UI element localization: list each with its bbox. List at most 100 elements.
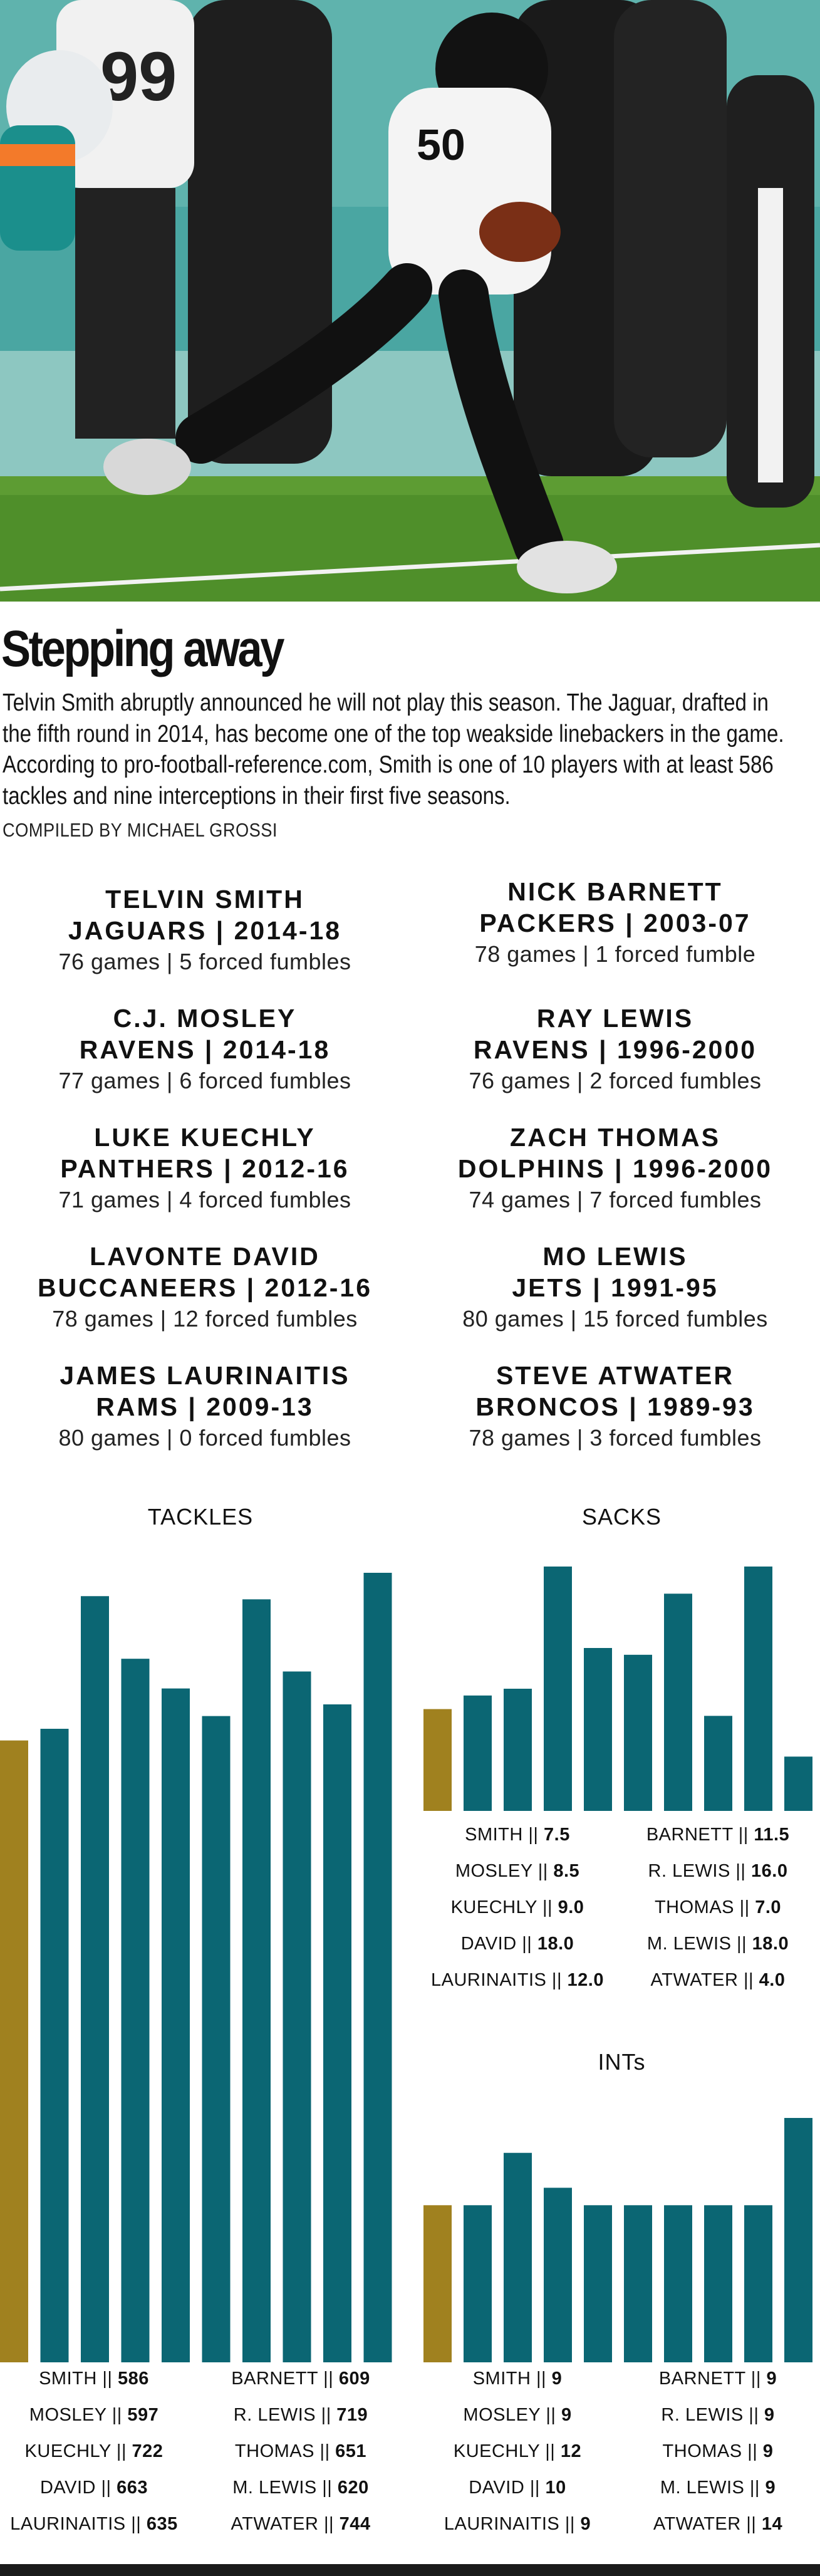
legend-entry: SMITH || 9 bbox=[423, 2369, 611, 2389]
legend-value: 8.5 bbox=[553, 1861, 580, 1881]
legend-entry: BARNETT || 9 bbox=[624, 2369, 812, 2389]
jersey-number: 50 bbox=[417, 120, 465, 169]
player-team: DOLPHINS | 1996-2000 bbox=[457, 1154, 773, 1183]
sacks-legend: SMITH || 7.5 MOSLEY || 8.5 KUECHLY || 9.0 D… bbox=[423, 1825, 820, 2013]
legend-separator: || bbox=[96, 2369, 118, 2389]
legend-player-name: LAURINAITIS bbox=[430, 1970, 547, 1990]
player-stats: 80 games | 15 forced fumbles bbox=[462, 1306, 768, 1332]
legend-value: 10 bbox=[545, 2478, 566, 2498]
player-stats: 77 games | 6 forced fumbles bbox=[58, 1068, 351, 1093]
legend-entry: MOSLEY || 597 bbox=[0, 2405, 188, 2426]
headline: Stepping away bbox=[1, 620, 284, 677]
legend-separator: || bbox=[522, 1825, 544, 1845]
legend-player-name: DAVID bbox=[39, 2478, 96, 2498]
tackles-legend: SMITH || 586 MOSLEY || 597 KUECHLY || 722 D… bbox=[0, 2369, 401, 2557]
legend-value: 744 bbox=[339, 2514, 371, 2534]
legend-value: 14 bbox=[761, 2514, 783, 2534]
legend-player-name: M. LEWIS bbox=[660, 2478, 745, 2498]
player-name: RAY LEWIS bbox=[536, 1004, 694, 1033]
player-team: RAMS | 2009-13 bbox=[96, 1392, 314, 1421]
legend-player-name: MOSLEY bbox=[463, 2405, 541, 2425]
bar-mosley bbox=[40, 1728, 69, 2362]
legend-separator: || bbox=[125, 2514, 147, 2534]
bar-smith bbox=[423, 2205, 452, 2362]
legend-value: 663 bbox=[117, 2478, 148, 2498]
player-team: PACKERS | 2003-07 bbox=[479, 909, 751, 937]
legend-separator: || bbox=[318, 2369, 339, 2389]
legend-value: 586 bbox=[118, 2369, 149, 2389]
legend-separator: || bbox=[734, 1897, 755, 1917]
bar-mosley bbox=[464, 2205, 492, 2362]
legend-entry: R. LEWIS || 16.0 bbox=[624, 1861, 812, 1882]
legend-entry: SMITH || 586 bbox=[0, 2369, 188, 2389]
legend-value: 651 bbox=[335, 2441, 367, 2461]
sacks-chart bbox=[423, 1567, 812, 1811]
player-card-nick-barnett: NICK BARNETT PACKERS | 2003-07 78 games … bbox=[410, 876, 820, 970]
legend-value: 722 bbox=[132, 2441, 163, 2461]
legend-separator: || bbox=[731, 1934, 752, 1954]
tackles-chart bbox=[0, 1573, 392, 2362]
legend-player-name: M. LEWIS bbox=[232, 2478, 317, 2498]
bar-david bbox=[544, 1567, 572, 1811]
bar-laurinaitis bbox=[584, 2205, 612, 2362]
hero-photo-illustration: 99 50 bbox=[0, 0, 820, 602]
player-team: BRONCOS | 1989-93 bbox=[475, 1392, 755, 1421]
legend-entry: DAVID || 10 bbox=[423, 2478, 611, 2498]
legend-player-name: SMITH bbox=[39, 2369, 97, 2389]
player-card-telvin-smith: TELVIN SMITH JAGUARS | 2014-18 76 games … bbox=[0, 884, 410, 978]
bar-barnett bbox=[624, 1654, 652, 1811]
legend-player-name: LAURINAITIS bbox=[10, 2514, 126, 2534]
legend-value: 7.5 bbox=[544, 1825, 570, 1845]
legend-separator: || bbox=[316, 2405, 337, 2425]
legend-player-name: R. LEWIS bbox=[233, 2405, 316, 2425]
player-name: LAVONTE DAVID bbox=[90, 1242, 320, 1271]
player-card-zach-thomas: ZACH THOMAS DOLPHINS | 1996-2000 74 game… bbox=[410, 1122, 820, 1216]
player-name: ZACH THOMAS bbox=[510, 1123, 720, 1152]
bar-atwater bbox=[784, 2118, 812, 2362]
sacks-chart-title: SACKS bbox=[581, 1504, 662, 1530]
player-stats: 78 games | 1 forced fumble bbox=[474, 941, 756, 967]
player-team: RAVENS | 1996-2000 bbox=[473, 1035, 757, 1064]
bar-atwater bbox=[363, 1573, 392, 2362]
player-stats: 78 games | 12 forced fumbles bbox=[52, 1306, 358, 1332]
legend-player-name: R. LEWIS bbox=[648, 1861, 730, 1881]
legend-entry: MOSLEY || 9 bbox=[423, 2405, 611, 2426]
player-card-james-laurinaitis: JAMES LAURINAITIS RAMS | 2009-13 80 game… bbox=[0, 1360, 410, 1454]
bar-kuechly bbox=[504, 2152, 532, 2362]
legend-separator: || bbox=[537, 1897, 558, 1917]
legend-entry: SMITH || 7.5 bbox=[423, 1825, 611, 1845]
legend-entry: LAURINAITIS || 12.0 bbox=[423, 1970, 611, 1991]
legend-value: 9 bbox=[561, 2405, 572, 2425]
bar-r-lewis bbox=[664, 1593, 692, 1811]
legend-value: 12.0 bbox=[567, 1970, 604, 1990]
legend-value: 9 bbox=[766, 2369, 777, 2389]
legend-player-name: KUECHLY bbox=[450, 1897, 537, 1917]
legend-separator: || bbox=[316, 2478, 338, 2498]
player-card-ray-lewis: RAY LEWIS RAVENS | 1996-2000 76 games | … bbox=[410, 1003, 820, 1097]
legend-separator: || bbox=[738, 1970, 759, 1990]
legend-separator: || bbox=[744, 2478, 766, 2498]
bar-david bbox=[121, 1659, 150, 2362]
legend-separator: || bbox=[516, 1934, 537, 1954]
bar-r-lewis bbox=[242, 1599, 271, 2362]
legend-player-name: THOMAS bbox=[234, 2441, 314, 2461]
legend-player-name: SMITH bbox=[465, 1825, 523, 1845]
legend-player-name: BARNETT bbox=[231, 2369, 318, 2389]
player-team: PANTHERS | 2012-16 bbox=[60, 1154, 350, 1183]
player-name: C.J. MOSLEY bbox=[113, 1004, 297, 1033]
bar-kuechly bbox=[81, 1596, 109, 2362]
bar-m-lewis bbox=[744, 2205, 772, 2362]
bar-m-lewis bbox=[744, 1567, 772, 1811]
legend-player-name: THOMAS bbox=[662, 2441, 742, 2461]
legend-separator: || bbox=[745, 2369, 767, 2389]
legend-entry: R. LEWIS || 9 bbox=[624, 2405, 812, 2426]
bar-laurinaitis bbox=[162, 1688, 190, 2362]
legend-player-name: R. LEWIS bbox=[661, 2405, 744, 2425]
player-card-steve-atwater: STEVE ATWATER BRONCOS | 1989-93 78 games… bbox=[410, 1360, 820, 1454]
player-card-luke-kuechly: LUKE KUECHLY PANTHERS | 2012-16 71 games… bbox=[0, 1122, 410, 1216]
compiled-by-credit: COMPILED BY MICHAEL GROSSI bbox=[3, 819, 278, 841]
legend-value: 9 bbox=[764, 2405, 775, 2425]
bar-kuechly bbox=[504, 1689, 532, 1811]
tackles-chart-title: TACKLES bbox=[147, 1504, 254, 1530]
opponent-jersey-number: 99 bbox=[100, 38, 177, 115]
